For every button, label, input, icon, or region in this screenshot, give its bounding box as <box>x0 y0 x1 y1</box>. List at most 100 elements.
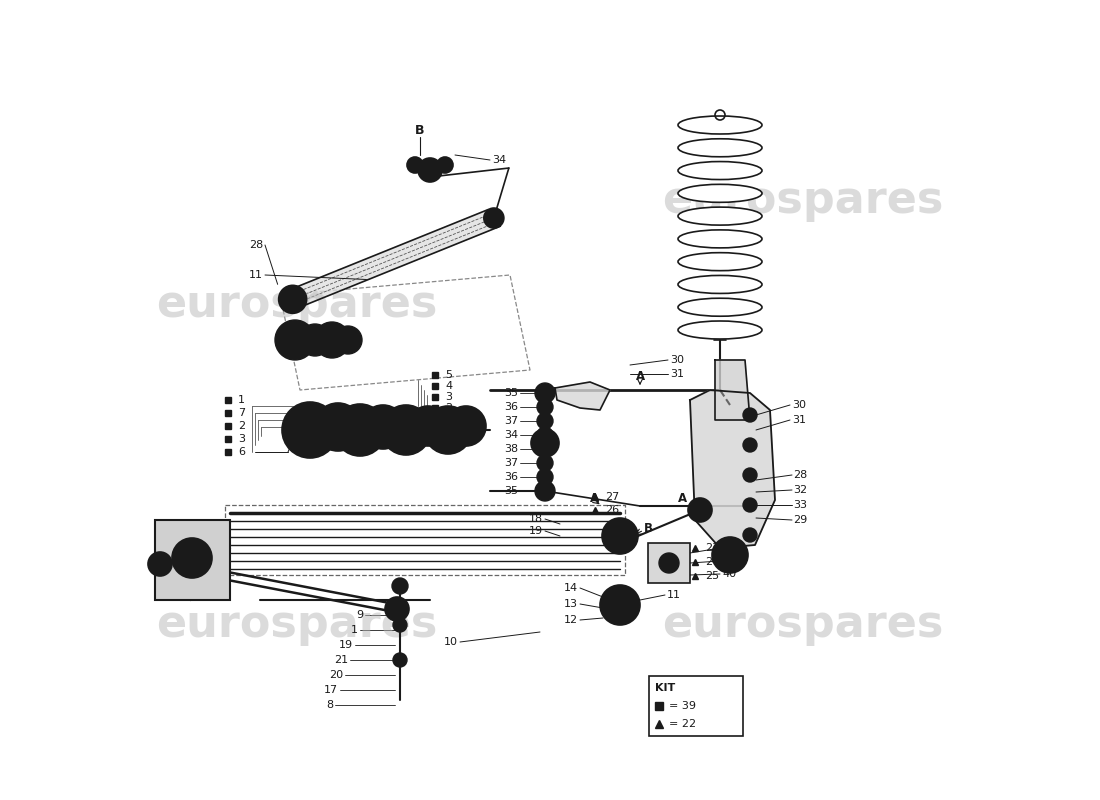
Circle shape <box>484 208 504 228</box>
Circle shape <box>326 415 350 439</box>
Circle shape <box>659 553 679 573</box>
Text: 1: 1 <box>351 625 358 635</box>
Text: 28: 28 <box>249 240 263 250</box>
Text: 19: 19 <box>339 640 353 650</box>
Circle shape <box>361 405 405 449</box>
Text: 1: 1 <box>238 395 245 405</box>
Text: 30: 30 <box>670 355 684 365</box>
Circle shape <box>381 405 431 455</box>
Circle shape <box>436 418 460 442</box>
Ellipse shape <box>678 321 762 339</box>
Circle shape <box>424 406 472 454</box>
Text: 34: 34 <box>504 430 518 440</box>
Text: 36: 36 <box>504 402 518 412</box>
Circle shape <box>393 653 407 667</box>
Polygon shape <box>289 210 500 306</box>
Text: A: A <box>636 370 645 383</box>
Circle shape <box>535 383 556 403</box>
Text: 30: 30 <box>792 400 806 410</box>
Circle shape <box>712 537 748 573</box>
Text: 16: 16 <box>722 543 736 553</box>
Text: 8: 8 <box>326 700 333 710</box>
Text: eurospares: eurospares <box>156 602 438 646</box>
Text: 11: 11 <box>249 270 263 280</box>
Circle shape <box>394 418 418 442</box>
Text: 7: 7 <box>238 408 245 418</box>
Bar <box>155 520 230 600</box>
Circle shape <box>296 416 324 444</box>
Text: 21: 21 <box>334 655 348 665</box>
Circle shape <box>393 618 407 632</box>
Text: 26: 26 <box>605 505 619 515</box>
Circle shape <box>334 404 386 456</box>
Circle shape <box>446 406 486 446</box>
Circle shape <box>299 324 331 356</box>
Circle shape <box>535 481 556 501</box>
Text: eurospares: eurospares <box>662 602 944 646</box>
Ellipse shape <box>678 138 762 157</box>
Circle shape <box>742 468 757 482</box>
Circle shape <box>418 158 442 182</box>
Text: A: A <box>678 493 686 506</box>
Text: 35: 35 <box>504 486 518 496</box>
Text: 5: 5 <box>446 370 452 380</box>
Polygon shape <box>715 360 750 420</box>
Text: 2: 2 <box>238 421 245 431</box>
Circle shape <box>602 518 638 554</box>
Circle shape <box>392 578 408 594</box>
Text: 37: 37 <box>504 458 518 468</box>
Circle shape <box>282 402 338 458</box>
Circle shape <box>346 417 373 443</box>
Text: 34: 34 <box>492 155 506 165</box>
Circle shape <box>408 406 448 446</box>
Ellipse shape <box>678 116 762 134</box>
Ellipse shape <box>678 207 762 225</box>
Text: 10: 10 <box>444 637 458 647</box>
Text: 3: 3 <box>238 434 245 444</box>
Circle shape <box>334 326 362 354</box>
Text: eurospares: eurospares <box>662 178 944 222</box>
Ellipse shape <box>678 253 762 270</box>
Circle shape <box>407 157 424 173</box>
Text: A: A <box>590 491 598 505</box>
Circle shape <box>372 416 394 438</box>
Circle shape <box>742 408 757 422</box>
Circle shape <box>537 441 553 457</box>
Circle shape <box>531 429 559 457</box>
Circle shape <box>537 413 553 429</box>
Text: 15: 15 <box>722 556 736 566</box>
Circle shape <box>275 320 315 360</box>
Text: 4: 4 <box>446 381 452 391</box>
Circle shape <box>537 399 553 415</box>
Circle shape <box>456 416 476 436</box>
Text: 24: 24 <box>705 557 719 567</box>
Text: 23: 23 <box>705 543 719 553</box>
Circle shape <box>314 403 362 451</box>
Circle shape <box>437 157 453 173</box>
Circle shape <box>418 416 438 436</box>
Text: 37: 37 <box>504 416 518 426</box>
Text: 9: 9 <box>356 610 363 620</box>
Text: 14: 14 <box>564 583 578 593</box>
Ellipse shape <box>678 184 762 202</box>
Text: B: B <box>416 123 425 137</box>
Text: 17: 17 <box>323 685 338 695</box>
Bar <box>648 543 690 583</box>
Text: 18: 18 <box>529 514 543 524</box>
Text: 11: 11 <box>667 590 681 600</box>
Text: 33: 33 <box>793 500 807 510</box>
Circle shape <box>148 552 172 576</box>
Text: 20: 20 <box>329 670 343 680</box>
Text: 36: 36 <box>504 472 518 482</box>
Text: 29: 29 <box>793 515 807 525</box>
Text: 6: 6 <box>238 447 245 457</box>
Text: 31: 31 <box>792 415 806 425</box>
Circle shape <box>742 528 757 542</box>
Circle shape <box>688 498 712 522</box>
Circle shape <box>314 322 350 358</box>
Text: eurospares: eurospares <box>156 282 438 326</box>
Circle shape <box>600 585 640 625</box>
Text: 35: 35 <box>504 388 518 398</box>
Ellipse shape <box>678 275 762 294</box>
Ellipse shape <box>678 298 762 316</box>
